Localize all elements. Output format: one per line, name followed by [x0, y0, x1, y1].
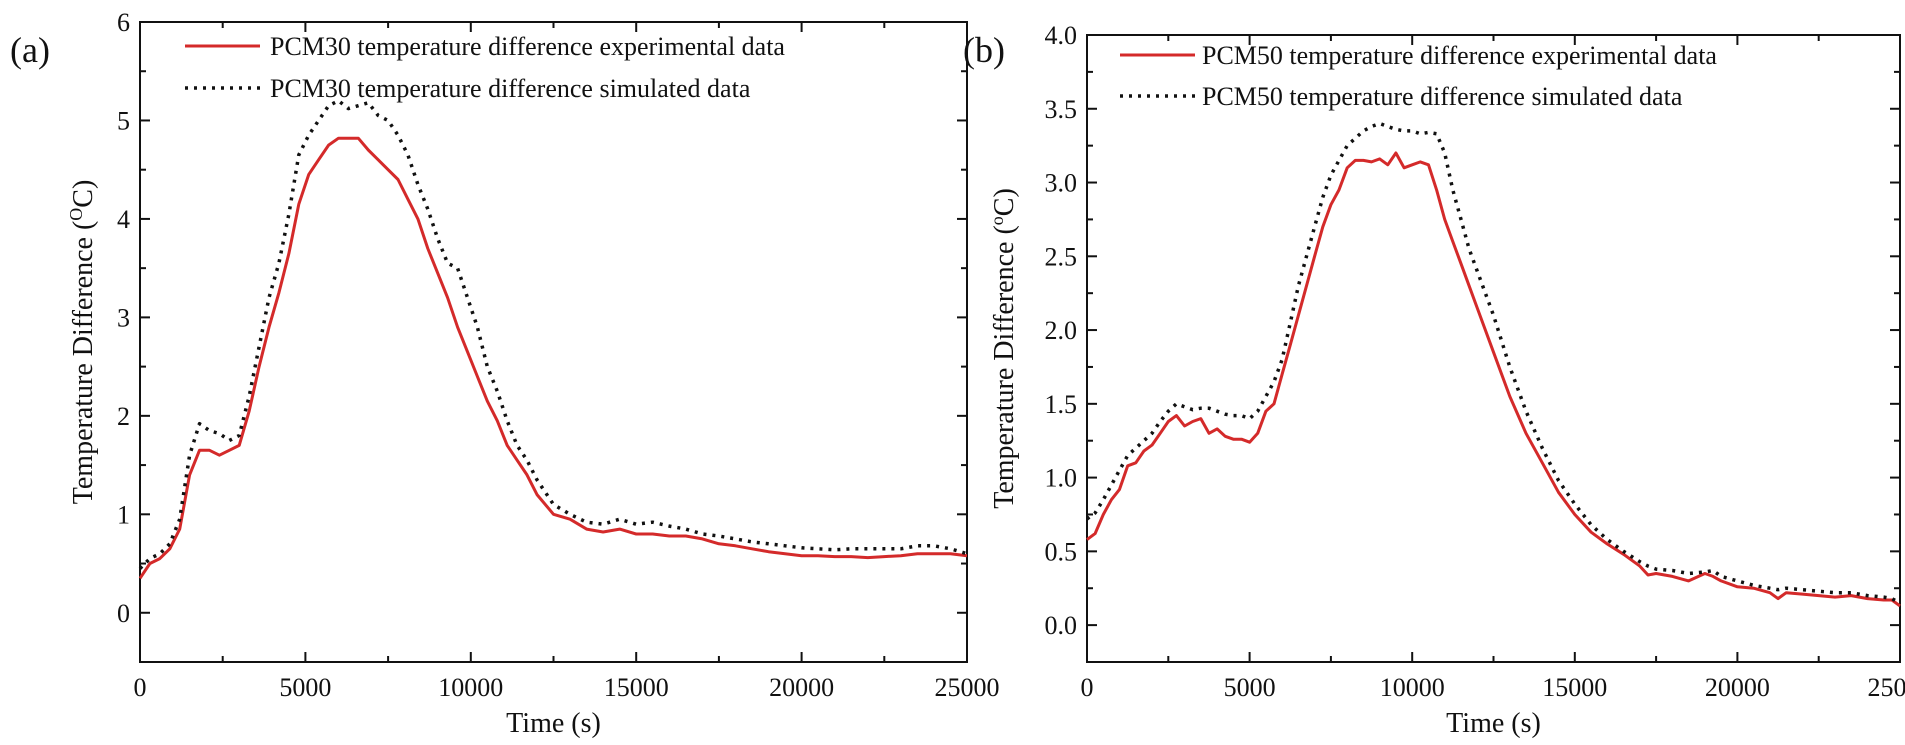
- x-tick-label: 15000: [604, 673, 669, 702]
- y-tick-label: 6: [117, 8, 130, 37]
- x-tick-label: 25000: [935, 673, 1000, 702]
- simulated-series-line: [138, 99, 968, 570]
- y-tick-label: 3: [117, 303, 130, 332]
- y-tick-label: 1.0: [1045, 464, 1078, 493]
- y-axis-title-superscript: O: [66, 208, 86, 221]
- experimental-series-line: [1086, 151, 1901, 608]
- panel-label: (a): [10, 30, 50, 70]
- y-tick-label: 0.0: [1045, 611, 1078, 640]
- legend-label: PCM30 temperature difference experimenta…: [270, 32, 785, 61]
- y-tick-label: 1.5: [1045, 390, 1078, 419]
- x-tick-label: 25000: [1868, 673, 1905, 702]
- y-tick-label: 0: [117, 599, 130, 628]
- x-tick-label: 0: [1081, 673, 1094, 702]
- y-tick-label: 4: [117, 205, 130, 234]
- y-tick-label: 2: [117, 402, 130, 431]
- y-tick-label: 2.5: [1045, 242, 1078, 271]
- y-tick-label: 4.0: [1045, 21, 1078, 50]
- simulated-series-line: [1085, 121, 1901, 605]
- x-axis-title: Time (s): [506, 708, 601, 739]
- y-axis-title: Temperature Difference (oC): [987, 188, 1020, 509]
- panel-a: 0 5000 10000 15000 20000 25000 0 1 2 3 4 5 6 Time (s)…: [10, 8, 1000, 739]
- x-tick-label: 0: [134, 673, 147, 702]
- x-tick-label: 10000: [438, 673, 503, 702]
- x-axis-title: Time (s): [1446, 708, 1541, 739]
- y-axis-title: Temperature Difference (OC): [66, 180, 99, 505]
- y-axis-title-main: Temperature Difference (: [989, 225, 1020, 509]
- legend-label: PCM50 temperature difference experimenta…: [1202, 41, 1717, 70]
- y-axis-title-main: Temperature Difference (: [68, 221, 99, 505]
- x-tick-label: 20000: [1705, 673, 1770, 702]
- legend-label: PCM30 temperature difference simulated d…: [270, 74, 751, 103]
- x-tick-label: 10000: [1380, 673, 1445, 702]
- x-tick-label: 5000: [1224, 673, 1276, 702]
- x-tick-label: 15000: [1542, 673, 1607, 702]
- legend-label: PCM50 temperature difference simulated d…: [1202, 82, 1683, 111]
- y-tick-label: 2.0: [1045, 316, 1078, 345]
- x-tick-label: 5000: [279, 673, 331, 702]
- y-axis-title-tail: C): [68, 180, 99, 208]
- y-tick-label: 0.5: [1045, 537, 1078, 566]
- experimental-series-line: [138, 136, 968, 580]
- y-tick-label: 5: [117, 106, 130, 135]
- panel-b: 0 5000 10000 15000 20000 25000 0.0 0.5 1.0 1.5 2.0…: [963, 21, 1905, 739]
- y-tick-label: 1: [117, 500, 130, 529]
- x-tick-label: 20000: [769, 673, 834, 702]
- y-axis-title-tail: C): [989, 188, 1020, 216]
- y-axis-title-superscript: o: [987, 216, 1007, 225]
- y-tick-label: 3.5: [1045, 95, 1078, 124]
- legend: PCM50 temperature difference experimenta…: [1120, 41, 1717, 111]
- legend: PCM30 temperature difference experimenta…: [185, 32, 785, 103]
- y-tick-label: 3.0: [1045, 169, 1078, 198]
- panel-label: (b): [963, 30, 1005, 70]
